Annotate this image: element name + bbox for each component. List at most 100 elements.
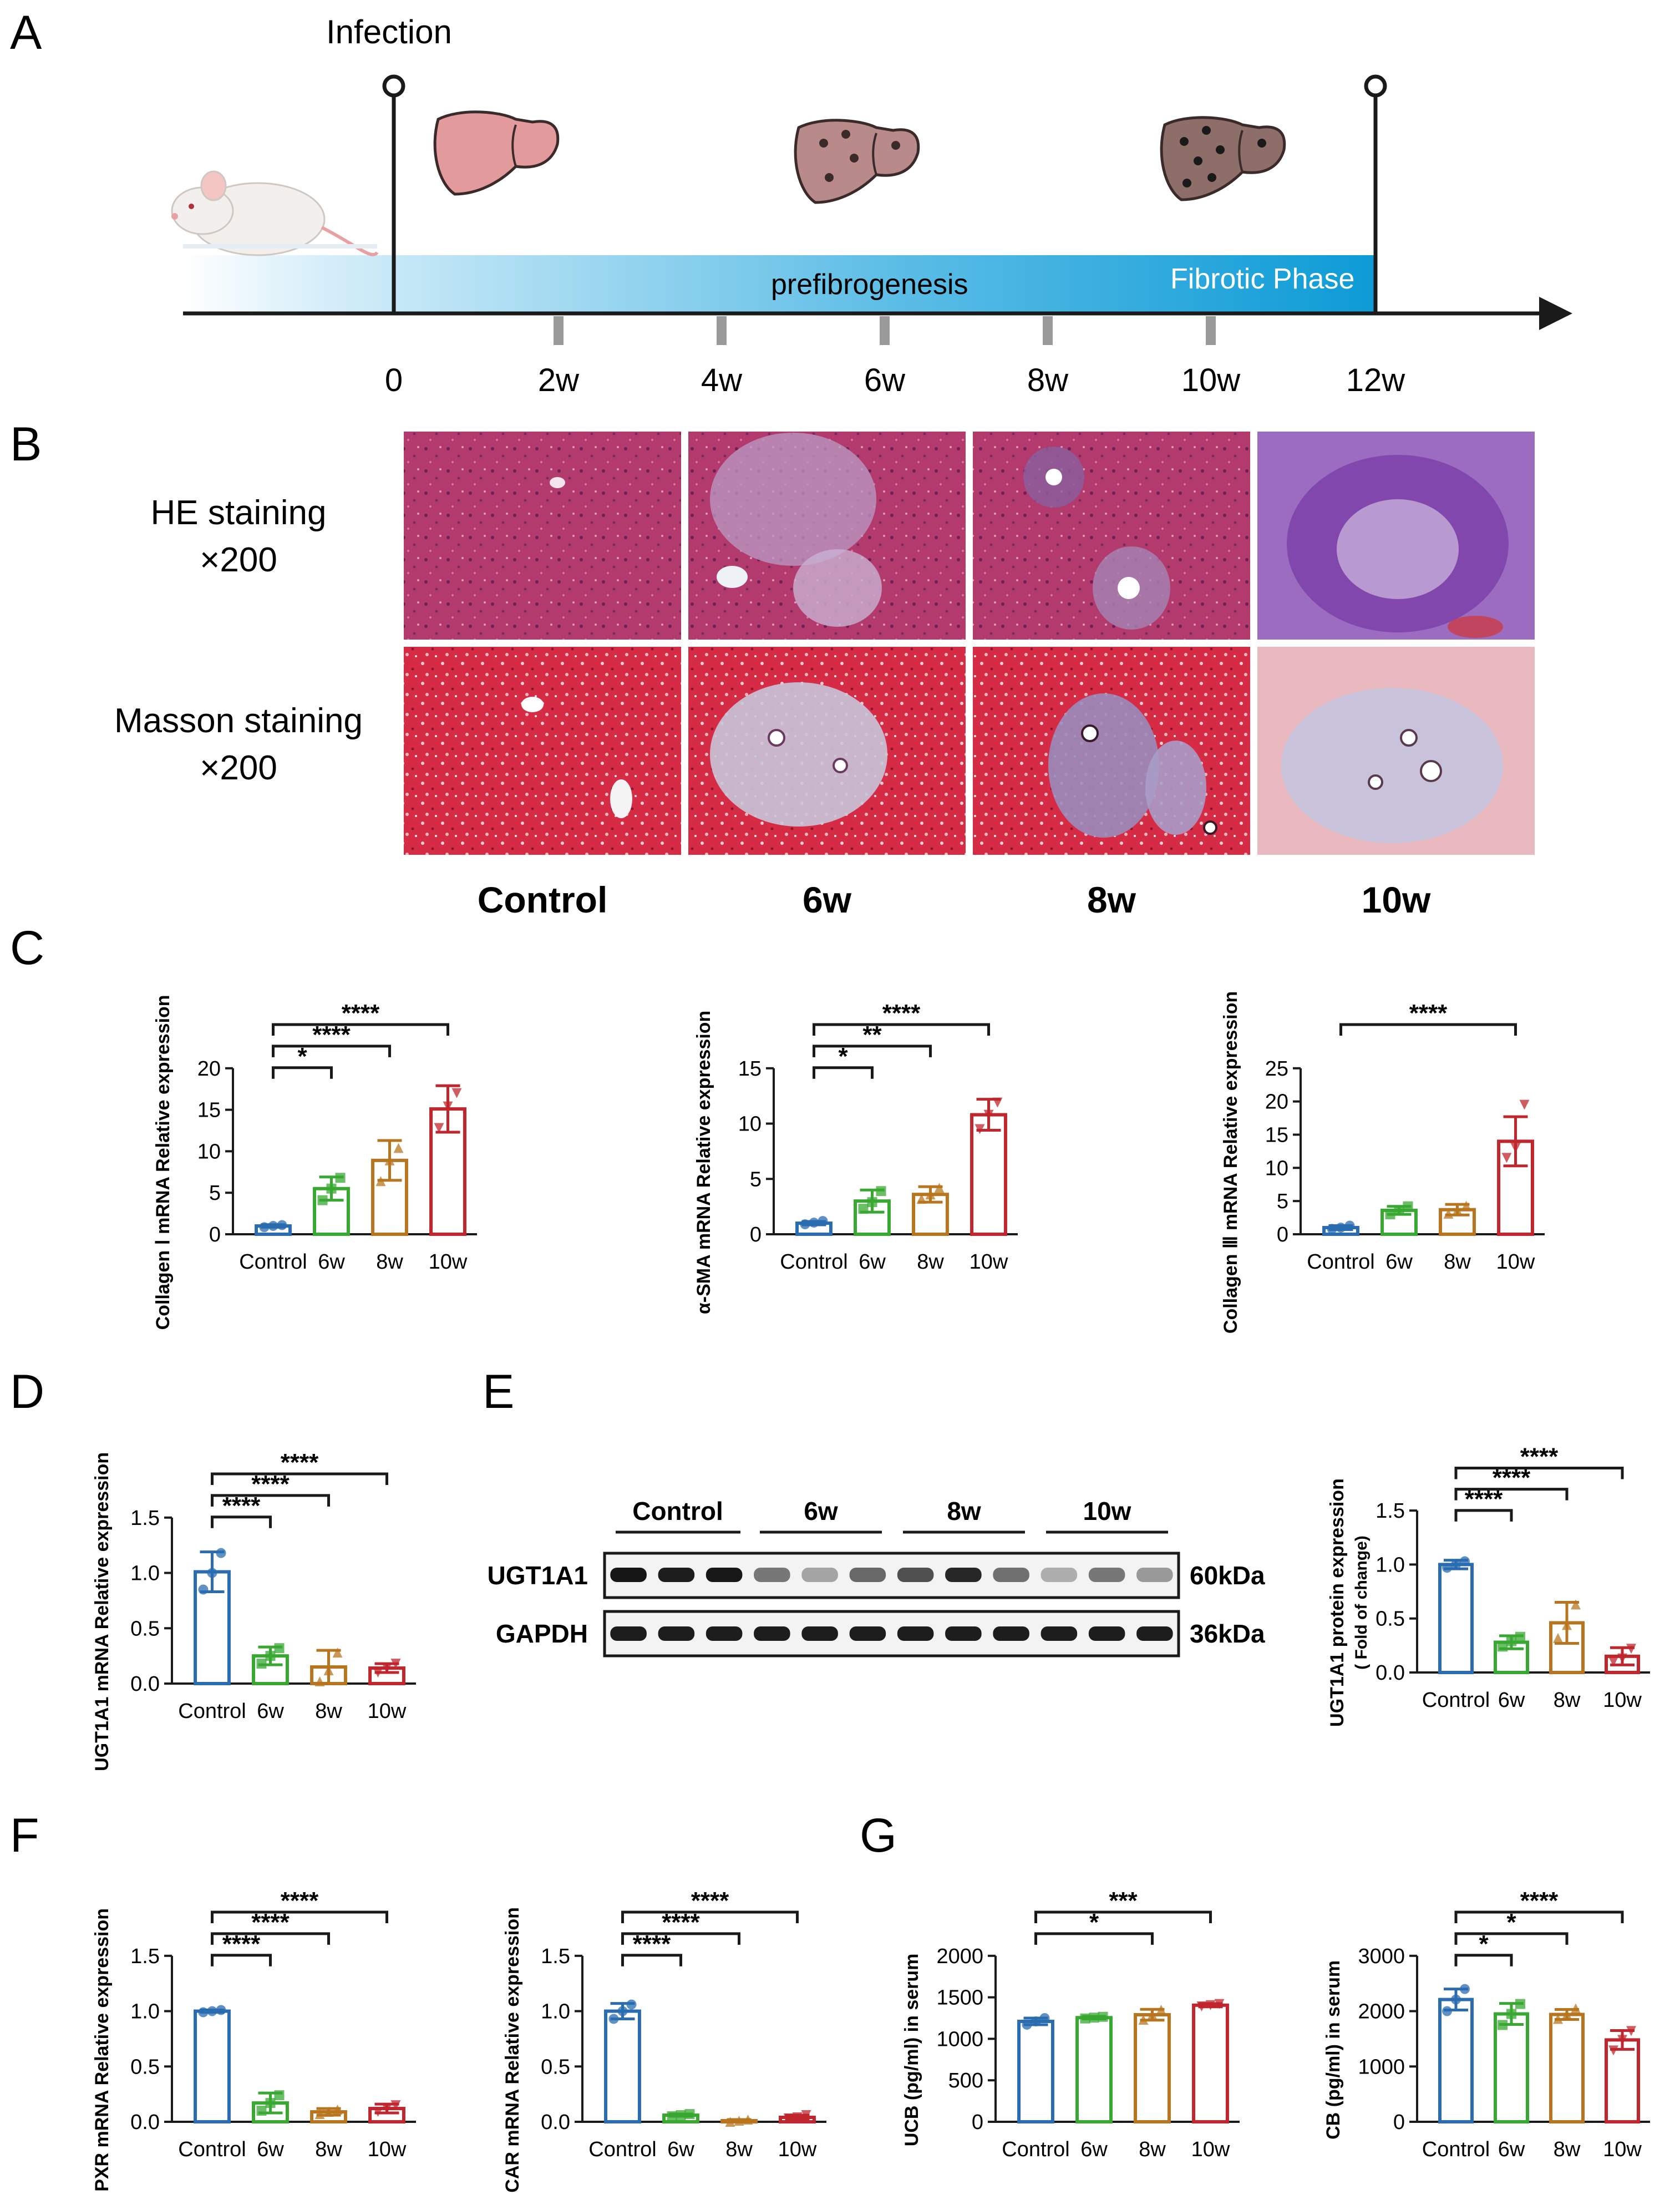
wb-membrane-ugt1a1 xyxy=(603,1552,1180,1599)
significance-bracket xyxy=(621,1932,740,1945)
data-point xyxy=(207,1568,217,1578)
data-point xyxy=(198,2007,209,2018)
chart-asma: 0 5 10 15 α-SMA mRNA Relative expression Cont… xyxy=(693,1000,1018,1314)
y-tick-label: 10 xyxy=(1265,1157,1288,1180)
panel-label-f: F xyxy=(10,1809,39,1862)
y-axis-title: Collagen Ⅲ mRNA Relative expression xyxy=(1220,991,1241,1334)
data-point xyxy=(983,1109,994,1120)
x-tick-label: Control xyxy=(1422,2138,1490,2161)
y-tick-label: 15 xyxy=(1265,1123,1288,1147)
y-tick-label: 15 xyxy=(738,1057,762,1081)
y-axis-title: α-SMA mRNA Relative expression xyxy=(693,1011,714,1314)
significance-bracket xyxy=(1454,1932,1569,1945)
data-point xyxy=(1515,1631,1525,1642)
y-tick-label: 1.0 xyxy=(130,2000,160,2024)
data-point xyxy=(1138,2014,1149,2025)
data-point xyxy=(1498,1641,1508,1652)
data-point xyxy=(1443,1208,1454,1219)
tick-label-6w: 6w xyxy=(864,362,906,398)
data-point xyxy=(925,1189,936,1200)
infection-marker-circle xyxy=(382,74,405,98)
wb-row-label-ugt1a1: UGT1A1 xyxy=(488,1561,588,1590)
y-tick-label: 0.5 xyxy=(1376,1608,1405,1631)
x-tick-label: Control xyxy=(1002,2138,1070,2161)
y-tick-label: 1.0 xyxy=(130,1562,160,1585)
data-point xyxy=(1451,1994,1461,2005)
wb-size-gapdh: 36kDa xyxy=(1190,1619,1265,1648)
bar-10w xyxy=(1605,2038,1640,2124)
significance-label: **** xyxy=(1520,1887,1559,1914)
data-point xyxy=(1461,1200,1471,1211)
masson-row-label-line2: ×200 xyxy=(200,749,277,787)
wb-group-10w: 10w xyxy=(1083,1497,1131,1525)
staining-col-label-10w: 10w xyxy=(1362,879,1431,920)
significance-bracket xyxy=(272,1045,391,1057)
x-tick-label: 8w xyxy=(1554,1689,1581,1712)
y-tick-label: 15 xyxy=(197,1099,221,1122)
data-point xyxy=(1080,2013,1090,2024)
significance-label: * xyxy=(838,1043,848,1070)
x-tick-label: 8w xyxy=(917,1250,944,1274)
wb-band-ugt1a1 xyxy=(849,1568,886,1582)
x-tick-label: Control xyxy=(178,1700,246,1723)
y-tick-label: 5 xyxy=(209,1182,221,1205)
timeline-bar xyxy=(183,255,1376,313)
x-tick-label: 10w xyxy=(368,1700,407,1723)
x-tick-label: Control xyxy=(1307,1250,1375,1274)
wb-size-ugt1a1: 60kDa xyxy=(1190,1561,1265,1590)
data-point xyxy=(451,1088,462,1098)
data-point xyxy=(373,1667,383,1678)
tick-label-2w: 2w xyxy=(538,362,580,398)
masson-image-8w xyxy=(973,647,1250,855)
wb-band-gapdh xyxy=(658,1626,695,1641)
data-point xyxy=(608,2014,619,2024)
tick-label-0: 0 xyxy=(385,362,403,398)
significance-bracket xyxy=(211,1954,272,1966)
significance-bracket xyxy=(813,1023,990,1036)
chart-ugt1a1-mrna: 0.0 0.5 1.0 1.5 UGT1A1 mRNA Relative express… xyxy=(92,1449,416,1771)
x-tick-label: 6w xyxy=(318,1250,345,1274)
data-point xyxy=(725,2117,735,2127)
wb-band-ugt1a1 xyxy=(801,1568,838,1582)
data-point xyxy=(1442,2006,1452,2016)
tick-label-10w: 10w xyxy=(1181,362,1241,398)
data-point xyxy=(207,2006,217,2016)
x-tick-label: 8w xyxy=(315,2138,342,2161)
significance-bracket xyxy=(211,1932,330,1945)
he-row-label-line1: HE staining xyxy=(150,494,326,532)
bar-control xyxy=(194,2009,231,2124)
data-point xyxy=(1451,1559,1461,1570)
panel-label-e: E xyxy=(483,1365,514,1418)
y-tick-label: 10 xyxy=(197,1140,221,1163)
data-point xyxy=(858,1204,869,1214)
data-point xyxy=(443,1101,453,1112)
x-tick-label: 6w xyxy=(1080,2138,1108,2161)
y-tick-label: 0 xyxy=(1277,1223,1288,1246)
y-tick-label: 1.5 xyxy=(541,1945,570,1968)
y-tick-label: 0.0 xyxy=(130,2111,160,2134)
wb-band-ugt1a1 xyxy=(610,1568,647,1582)
data-point xyxy=(393,1143,404,1153)
significance-label: * xyxy=(1479,1930,1489,1958)
data-point xyxy=(1562,2009,1572,2020)
liver-healthy-icon xyxy=(433,110,560,196)
data-point xyxy=(1394,1205,1404,1215)
y-tick-label: 0.5 xyxy=(130,1617,160,1640)
significance-bracket xyxy=(1339,1023,1517,1036)
data-point xyxy=(734,2116,744,2126)
data-point xyxy=(1098,2011,1108,2022)
data-point xyxy=(1214,1999,1225,2009)
x-tick-label: 8w xyxy=(725,2138,753,2161)
y-tick-label: 1.0 xyxy=(1376,1553,1405,1577)
data-point xyxy=(317,1195,328,1205)
data-point xyxy=(1156,2005,1166,2015)
wb-band-ugt1a1 xyxy=(1041,1568,1078,1582)
x-tick-label: Control xyxy=(780,1250,848,1274)
data-point xyxy=(617,2006,628,2016)
tick-label-12w: 12w xyxy=(1346,362,1406,398)
y-tick-label: 0.0 xyxy=(130,1672,160,1696)
tick-label-8w: 8w xyxy=(1027,362,1069,398)
data-point xyxy=(867,1197,877,1208)
data-point xyxy=(1617,2035,1627,2045)
data-point xyxy=(323,2107,334,2117)
